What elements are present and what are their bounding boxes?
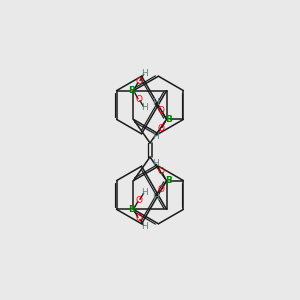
Text: O: O <box>158 185 165 194</box>
Text: B: B <box>165 115 172 124</box>
Text: H: H <box>141 69 148 78</box>
Text: H: H <box>152 193 159 202</box>
Text: O: O <box>158 106 165 115</box>
Text: O: O <box>135 214 142 223</box>
Text: B: B <box>128 205 135 214</box>
Text: O: O <box>135 77 142 86</box>
Text: H: H <box>152 159 159 168</box>
Text: H: H <box>152 132 159 141</box>
Text: O: O <box>158 167 165 176</box>
Text: H: H <box>141 222 148 231</box>
Text: O: O <box>135 95 142 104</box>
Text: O: O <box>135 196 142 205</box>
Text: H: H <box>152 98 159 107</box>
Text: B: B <box>128 86 135 95</box>
Text: B: B <box>165 176 172 185</box>
Text: H: H <box>141 103 148 112</box>
Text: H: H <box>141 188 148 197</box>
Text: O: O <box>158 124 165 133</box>
